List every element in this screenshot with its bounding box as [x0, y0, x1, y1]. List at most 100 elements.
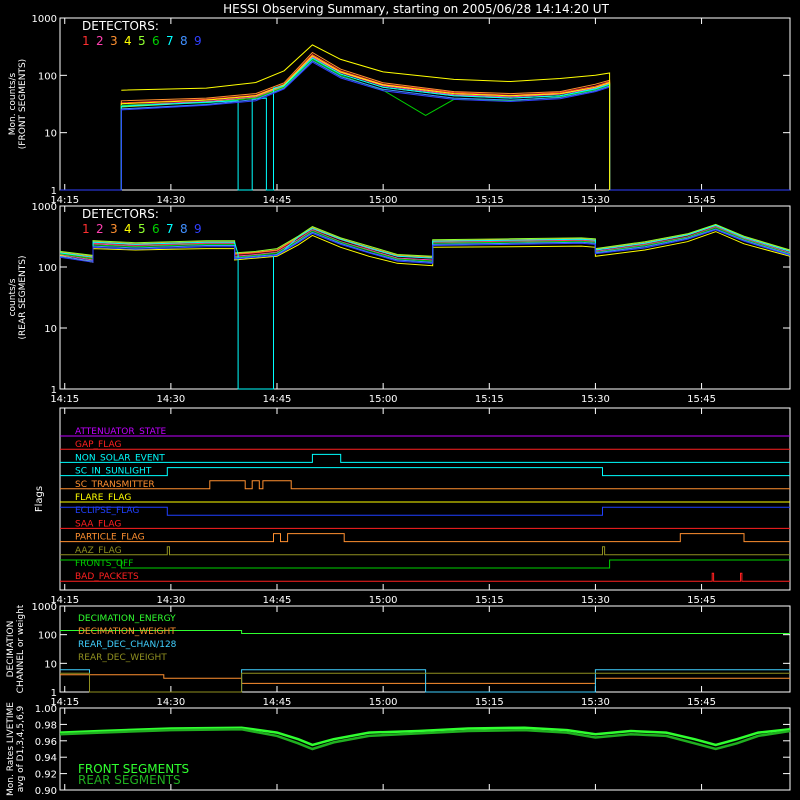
y-tick-label: 1	[51, 385, 57, 396]
flag-line	[60, 572, 790, 582]
y-tick-label: 1000	[32, 602, 57, 613]
y-tick-label: 1.00	[35, 704, 57, 715]
front-counts-panel: 14:15 14:30 14:45 15:00 15:15 15:30 15:45 1 10 10…	[8, 14, 791, 206]
x-tick-label: 15:30	[581, 394, 610, 405]
decimation-legend-label: REAR_DEC_CHAN/128	[78, 640, 177, 650]
detector-legend-7: 7	[166, 222, 174, 236]
x-tick-label: 14:30	[156, 394, 185, 405]
detector-legend-2: 2	[96, 34, 104, 48]
flag-line	[60, 453, 790, 463]
x-tick-label: 15:30	[581, 697, 610, 708]
flag-label: SAA_FLAG	[75, 519, 121, 529]
y-axis-label: DECIMATION	[6, 621, 16, 678]
detector-legend-1: 1	[82, 222, 90, 236]
flag-line	[60, 546, 790, 556]
flag-label: FLARE_FLAG	[75, 493, 131, 503]
flag-label: AAZ_FLAG	[75, 546, 122, 556]
flag-line	[60, 480, 790, 490]
plot-title: HESSI Observing Summary, starting on 200…	[223, 2, 609, 16]
detectors-legend-title: DETECTORS:	[82, 207, 159, 221]
detector-legend-1: 1	[82, 34, 90, 48]
decimation-series-line	[60, 630, 790, 634]
flag-label: PARTICLE_FLAG	[75, 533, 145, 543]
decimation-legend-label: REAR_DEC_WEIGHT	[78, 653, 167, 663]
x-tick-label: 14:15	[50, 697, 79, 708]
rear-series-detector-4	[59, 231, 791, 267]
y-tick-label: 0.96	[35, 737, 57, 748]
x-tick-label: 14:15	[50, 595, 79, 606]
detectors-legend-title: DETECTORS:	[82, 19, 159, 33]
decimation-legend-label: DECIMATION_WEIGHT	[78, 627, 176, 637]
panel-frame	[59, 17, 791, 191]
y-tick-label: 1000	[32, 14, 57, 25]
detector-legend-4: 4	[124, 222, 132, 236]
y-axis-label: (FRONT SEGMENTS)	[18, 59, 28, 149]
y-tick-label: 100	[38, 263, 57, 274]
detector-legend-3: 3	[110, 34, 118, 48]
rear-series-detector-5	[59, 223, 791, 257]
y-tick-label: 1	[51, 688, 57, 699]
y-tick-label: 10	[44, 129, 57, 140]
x-tick-label: 14:30	[156, 697, 185, 708]
detector-legend-6: 6	[152, 222, 160, 236]
front-series-detector-1	[60, 53, 790, 191]
rear-series-detector-8	[59, 228, 791, 263]
front-series-detector-7	[60, 57, 790, 191]
flag-label: BAD_PACKETS	[75, 572, 139, 582]
livetime-series-line	[59, 726, 791, 747]
front-series-detector-4	[60, 55, 790, 191]
x-tick-label: 15:15	[475, 394, 504, 405]
rear-series-detector-9	[59, 229, 791, 264]
y-axis-label: Mon. Rates LIVETIME	[6, 702, 16, 796]
panel-frame	[59, 205, 791, 390]
x-tick-label: 15:30	[581, 595, 610, 606]
front-series-detector-4	[121, 44, 611, 190]
x-tick-label: 15:00	[369, 195, 398, 206]
y-tick-label: 1000	[32, 202, 57, 213]
x-tick-label: 14:45	[263, 697, 292, 708]
flags-axis-label: Flags	[34, 486, 45, 512]
detector-legend-8: 8	[180, 34, 188, 48]
y-tick-label: 10	[44, 324, 57, 335]
x-tick-label: 15:00	[369, 595, 398, 606]
livetime-series-line	[59, 728, 791, 751]
livetime-panel: 0.90 0.92 0.94 0.96 0.98 1.00 Mon. Rates LIVET…	[6, 702, 791, 797]
x-tick-label: 15:45	[687, 595, 716, 606]
flag-line	[60, 467, 790, 477]
flag-label: ATTENUATOR_STATE	[75, 427, 167, 437]
livetime-legend-label: REAR SEGMENTS	[78, 773, 181, 787]
panel-frame	[59, 407, 791, 591]
flag-label: SC_IN_SUNLIGHT	[75, 467, 152, 477]
front-series-detector-9	[60, 61, 790, 191]
flag-line	[60, 559, 790, 569]
y-axis-label: counts/s	[8, 278, 18, 316]
flag-label: NON_SOLAR_EVENT	[75, 453, 165, 463]
detector-legend-5: 5	[138, 34, 146, 48]
x-tick-label: 15:45	[687, 394, 716, 405]
detector-legend-6: 6	[152, 34, 160, 48]
y-tick-label: 0.94	[35, 753, 57, 764]
y-tick-label: 10	[44, 659, 57, 670]
rear-counts-panel: 14:15 14:30 14:45 15:00 15:15 15:30 15:45 1 10 10…	[8, 202, 791, 405]
y-tick-label: 1	[51, 186, 57, 197]
panel-frame	[59, 707, 791, 791]
y-tick-label: 0.92	[35, 770, 57, 781]
y-tick-label: 100	[38, 71, 57, 82]
front-series-detector-3	[60, 51, 790, 191]
flag-line	[60, 506, 790, 516]
x-tick-label: 15:45	[687, 195, 716, 206]
detector-legend-3: 3	[110, 222, 118, 236]
detector-legend-4: 4	[124, 34, 132, 48]
flag-line	[60, 533, 790, 543]
y-axis-label: avg of D1,3,4,5,6,9	[16, 705, 26, 792]
flag-label: SC_TRANSMITTER	[75, 480, 155, 490]
x-tick-label: 15:30	[581, 195, 610, 206]
detector-legend-7: 7	[166, 34, 174, 48]
decimation-series-line	[60, 672, 790, 693]
x-tick-label: 15:15	[475, 195, 504, 206]
flags-panel: 14:15 14:30 14:45 15:00 15:15 15:30 15:45 Flags…	[34, 407, 791, 606]
panel-frame	[59, 605, 791, 693]
x-tick-label: 15:45	[687, 697, 716, 708]
y-tick-label: 100	[38, 631, 57, 642]
